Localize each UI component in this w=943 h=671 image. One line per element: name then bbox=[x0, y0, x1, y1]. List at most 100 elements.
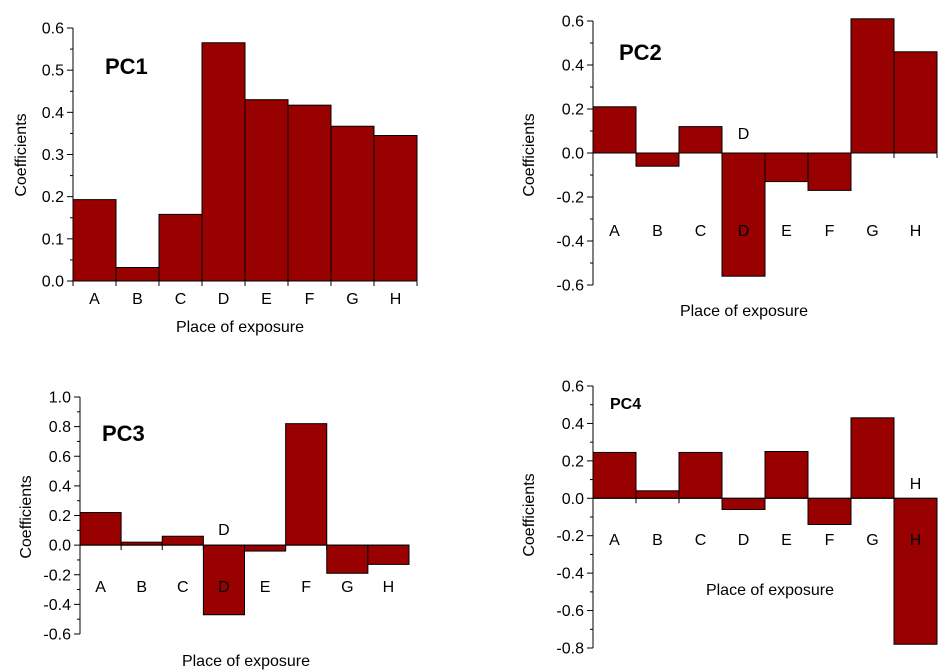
y-tick-label: -0.6 bbox=[43, 627, 71, 644]
y-axis-label: Coefficients bbox=[521, 113, 538, 196]
y-tick-label: 0.2 bbox=[562, 453, 584, 470]
x-tick-label: F bbox=[305, 291, 315, 308]
bar-c bbox=[678, 126, 723, 154]
x-tick-label: D bbox=[218, 579, 230, 596]
x-tick-label: G bbox=[346, 291, 358, 308]
bar-c bbox=[161, 535, 204, 546]
bar-d bbox=[202, 544, 245, 616]
bar-e bbox=[244, 544, 287, 552]
y-tick-label: 1.0 bbox=[49, 390, 71, 407]
y-tick-label: 0.4 bbox=[42, 105, 64, 122]
x-tick-label: E bbox=[781, 223, 792, 240]
x-tick-label: A bbox=[95, 579, 106, 596]
bar-g bbox=[326, 544, 369, 574]
bar-f bbox=[807, 152, 852, 191]
y-tick-label: 0.0 bbox=[49, 538, 71, 555]
bar-annotation-label: D bbox=[218, 522, 230, 539]
x-tick-label: G bbox=[866, 532, 878, 549]
y-tick-label: 0.5 bbox=[42, 63, 64, 80]
bar-b bbox=[635, 152, 680, 167]
y-tick-label: 0.2 bbox=[562, 102, 584, 119]
bar-g bbox=[850, 18, 895, 154]
y-tick-label: 0.1 bbox=[42, 231, 64, 248]
y-tick-label: 0.4 bbox=[562, 58, 584, 75]
y-tick-label: 0.6 bbox=[562, 379, 584, 396]
bar-annotation-label: D bbox=[738, 126, 750, 143]
y-axis-label: Coefficients bbox=[18, 475, 35, 558]
y-tick-label: 0.8 bbox=[49, 419, 71, 436]
bar-d bbox=[721, 152, 766, 277]
x-axis-label: Place of exposure bbox=[680, 303, 808, 320]
x-tick-label: G bbox=[866, 223, 878, 240]
bar-g bbox=[330, 125, 375, 282]
x-tick-label: B bbox=[136, 579, 147, 596]
x-tick-label: A bbox=[609, 532, 620, 549]
chart-pc4: PC4 Place of exposure Coefficients -0.8 -… bbox=[521, 379, 938, 658]
x-tick-label: F bbox=[301, 579, 311, 596]
bar-h bbox=[893, 497, 938, 645]
x-tick-label: G bbox=[341, 579, 353, 596]
x-tick-label: D bbox=[738, 223, 750, 240]
bar-h bbox=[373, 135, 418, 282]
bar-d bbox=[721, 497, 766, 511]
x-tick-label: H bbox=[390, 291, 402, 308]
bar-h bbox=[367, 544, 410, 565]
chart-title: PC4 bbox=[610, 396, 641, 413]
x-tick-label: E bbox=[261, 291, 272, 308]
y-tick-label: 0.0 bbox=[562, 491, 584, 508]
y-tick-label: 0.4 bbox=[49, 478, 71, 495]
y-tick-label: -0.4 bbox=[43, 597, 71, 614]
bar-a bbox=[79, 512, 122, 546]
y-tick-label: -0.4 bbox=[556, 566, 584, 583]
x-tick-label: H bbox=[910, 532, 922, 549]
chart-title: PC1 bbox=[105, 54, 148, 79]
bar-f bbox=[285, 423, 328, 546]
bar-f bbox=[807, 497, 852, 525]
bar-annotation-label: H bbox=[910, 476, 922, 493]
x-tick-label: C bbox=[695, 223, 707, 240]
y-tick-label: 0.2 bbox=[49, 508, 71, 525]
x-tick-label: H bbox=[383, 579, 395, 596]
x-axis-label: Place of exposure bbox=[706, 582, 834, 599]
x-tick-label: D bbox=[738, 532, 750, 549]
bar-d bbox=[201, 42, 246, 282]
bar-e bbox=[764, 152, 809, 183]
x-axis-label: Place of exposure bbox=[182, 653, 310, 670]
y-tick-label: -0.2 bbox=[556, 190, 584, 207]
chart-title: PC2 bbox=[619, 40, 662, 65]
bar-b bbox=[635, 490, 680, 499]
bar-a bbox=[592, 451, 637, 499]
y-tick-label: 0.0 bbox=[562, 146, 584, 163]
x-tick-label: A bbox=[89, 291, 100, 308]
bar-g bbox=[850, 417, 895, 499]
y-tick-label: 0.2 bbox=[42, 189, 64, 206]
chart-pc1: PC1 Place of exposure Coefficients 0.0 0.… bbox=[13, 21, 418, 336]
x-axis-label: Place of exposure bbox=[176, 319, 304, 336]
y-tick-label: 0.3 bbox=[42, 147, 64, 164]
x-tick-label: H bbox=[910, 223, 922, 240]
x-tick-label: E bbox=[781, 532, 792, 549]
x-tick-label: A bbox=[609, 223, 620, 240]
y-tick-label: 0.6 bbox=[42, 21, 64, 38]
x-tick-label: B bbox=[652, 223, 663, 240]
y-tick-label: -0.6 bbox=[556, 278, 584, 295]
bar-a bbox=[592, 106, 637, 154]
y-tick-label: 0.4 bbox=[562, 416, 584, 433]
bar-e bbox=[244, 99, 289, 282]
bar-c bbox=[158, 213, 203, 282]
bar-b bbox=[115, 267, 160, 282]
y-tick-label: 0.0 bbox=[42, 274, 64, 291]
x-tick-label: C bbox=[175, 291, 187, 308]
y-tick-label: 0.6 bbox=[562, 14, 584, 31]
y-tick-label: -0.2 bbox=[556, 528, 584, 545]
y-tick-label: -0.2 bbox=[43, 567, 71, 584]
x-tick-label: F bbox=[825, 223, 835, 240]
x-tick-label: F bbox=[825, 532, 835, 549]
y-axis-label: Coefficients bbox=[521, 473, 538, 556]
bar-a bbox=[72, 199, 117, 282]
y-tick-label: 0.6 bbox=[49, 449, 71, 466]
x-tick-label: B bbox=[652, 532, 663, 549]
chart-title: PC3 bbox=[102, 421, 145, 446]
x-tick-label: C bbox=[695, 532, 707, 549]
